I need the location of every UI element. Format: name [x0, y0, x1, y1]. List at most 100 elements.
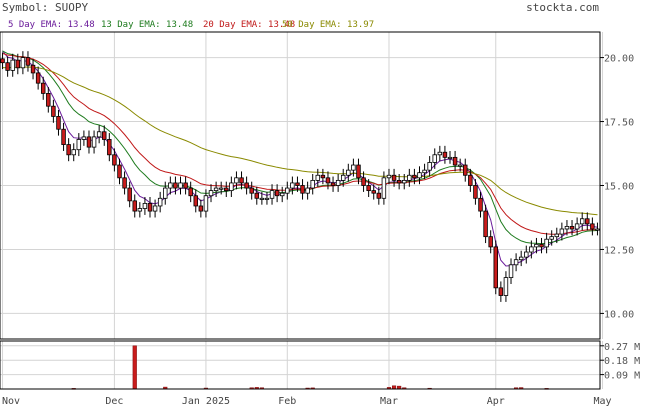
candle-down	[127, 187, 132, 202]
candle-down	[442, 151, 448, 158]
candle-down	[86, 136, 92, 148]
candle-down	[473, 185, 478, 199]
ema-50-line	[2, 66, 598, 216]
candle-down	[35, 72, 41, 84]
candle-down	[61, 128, 66, 145]
volume-bar	[132, 345, 137, 390]
candle-down	[371, 190, 376, 194]
candle-up	[564, 226, 570, 230]
candle-up	[335, 179, 341, 186]
volume-grid	[0, 341, 604, 389]
candle-up	[508, 264, 514, 278]
candle-up	[381, 177, 387, 199]
candle-up	[81, 136, 87, 140]
price-tick-label: 15.00	[604, 182, 634, 193]
candle-down	[325, 177, 331, 184]
candle-down	[173, 182, 178, 189]
candle-down	[132, 200, 137, 212]
candle-down	[320, 174, 326, 179]
candle-up	[346, 169, 351, 176]
candle-up	[218, 187, 224, 190]
candle-up	[229, 182, 234, 192]
ema-20-line	[2, 52, 598, 235]
candle-down	[590, 223, 595, 230]
candle-down	[147, 203, 153, 212]
x-tick-label: Dec	[105, 396, 123, 406]
candle-down	[412, 174, 417, 179]
candle-up	[529, 246, 534, 253]
candle-up	[234, 177, 239, 184]
volume-axis: 0.09 M 0.18 M 0.27 M	[600, 342, 640, 382]
candle-up	[142, 203, 148, 209]
candle-up	[305, 187, 310, 194]
candle-down	[585, 218, 590, 225]
candle-down	[391, 174, 397, 181]
candle-up	[91, 136, 97, 148]
candle-down	[193, 195, 198, 207]
candle-up	[386, 174, 392, 179]
candle-down	[15, 59, 21, 69]
candle-up	[351, 164, 356, 171]
candle-down	[51, 105, 56, 117]
candle-down	[295, 182, 300, 186]
price-axis: 10.00 12.50 15.00 17.50 20.00	[600, 54, 634, 320]
candle-down	[46, 93, 51, 107]
ema-legend: 5 Day EMA: 13.48 13 Day EMA: 13.48 20 Day …	[8, 20, 374, 30]
price-tick-label: 17.50	[604, 118, 634, 129]
price-tick-label: 20.00	[604, 54, 634, 65]
candle-up	[20, 57, 26, 69]
candle-up	[168, 182, 173, 189]
candle-down	[468, 174, 473, 186]
candle-up	[315, 174, 321, 181]
candle-up	[96, 131, 102, 138]
candle-up	[157, 197, 163, 207]
ema-5-line	[2, 50, 598, 267]
candle-down	[25, 57, 31, 66]
candle-up	[259, 197, 265, 200]
volume-pane-frame	[0, 340, 601, 390]
candle-up	[457, 164, 463, 167]
candle-down	[107, 139, 112, 156]
candle-up	[447, 156, 453, 159]
candle-up	[203, 195, 209, 212]
candle-up	[513, 259, 519, 266]
volume-tick-label: 0.27 M	[604, 342, 640, 353]
candle-down	[198, 205, 204, 212]
candle-up	[310, 179, 315, 189]
brand-label: stockta.com	[526, 1, 599, 14]
candle-down	[539, 243, 544, 248]
candle-up	[559, 228, 565, 235]
candle-up	[137, 208, 143, 212]
candle-up	[574, 223, 580, 230]
volume-tick-label: 0.18 M	[604, 356, 640, 367]
candle-down	[56, 116, 61, 130]
candles	[0, 51, 600, 302]
candle-up	[402, 179, 407, 184]
ema-label-1: 13 Day EMA: 13.48	[101, 20, 193, 30]
x-tick-label: Jan 2025	[182, 396, 230, 406]
candle-down	[361, 177, 366, 186]
candle-up	[534, 243, 539, 248]
volume-bars	[71, 345, 549, 390]
ema-label-2: 20 Day EMA: 13.48	[203, 20, 295, 30]
ema-lines	[2, 50, 598, 267]
x-tick-label: Mar	[380, 396, 398, 406]
candle-up	[595, 228, 600, 231]
symbol-label: Symbol: SUOPY	[2, 1, 88, 14]
candle-up	[152, 205, 158, 212]
candle-up	[290, 182, 295, 189]
candle-up	[432, 154, 437, 163]
candle-up	[76, 139, 82, 151]
candle-down	[478, 197, 483, 212]
candle-down	[0, 58, 5, 64]
candle-down	[376, 192, 382, 199]
candle-up	[518, 256, 524, 261]
candle-down	[117, 164, 122, 179]
candle-down	[188, 187, 193, 197]
candle-up	[549, 236, 554, 240]
candle-up	[422, 169, 427, 174]
x-tick-label: May	[594, 396, 612, 406]
ema-13-line	[2, 50, 598, 245]
candle-down	[452, 156, 458, 166]
